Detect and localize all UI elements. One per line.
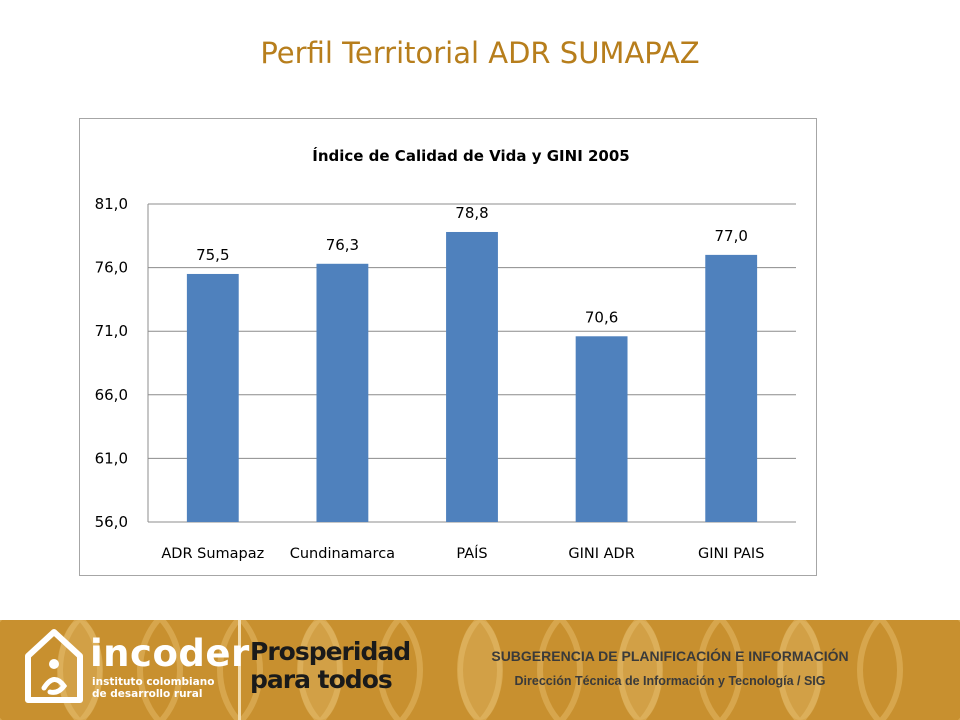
footer-divider (238, 620, 241, 720)
footer-subtitle-1: SUBGERENCIA DE PLANIFICACIÓN E INFORMACI… (491, 648, 849, 664)
data-label: 78,8 (455, 204, 488, 222)
y-tick-label: 66,0 (95, 386, 128, 404)
x-tick-label: ADR Sumapaz (161, 546, 264, 562)
footer-pattern (0, 620, 960, 720)
incoder-logo-subtitle: instituto colombiano de desarrollo rural (92, 676, 232, 700)
data-label: 70,6 (585, 308, 618, 326)
data-label: 77,0 (714, 227, 747, 245)
bar (446, 231, 498, 522)
campaign-line-1: Prosperidad (250, 637, 411, 666)
x-tick-label: PAÍS (456, 545, 487, 562)
bar (186, 273, 239, 522)
incoder-logo-text: incoder (90, 632, 250, 675)
y-tick-label: 56,0 (95, 513, 128, 531)
y-tick-label: 71,0 (95, 322, 128, 340)
y-axis-ticks: 56,0 61,0 66,0 71,0 76,0 81,0 (95, 195, 128, 531)
footer-subtitle-2: Dirección Técnica de Información y Tecno… (514, 674, 826, 688)
bar (316, 263, 369, 522)
campaign-line-2: para todos (250, 665, 393, 694)
bar (705, 254, 758, 522)
data-label: 75,5 (196, 246, 229, 264)
x-tick-label: Cundinamarca (290, 546, 395, 562)
incoder-logo-icon (25, 629, 83, 703)
incoder-subtitle-line-1: instituto colombiano (92, 676, 215, 688)
data-labels: 75,5 76,3 78,8 70,6 77,0 (196, 204, 748, 326)
x-tick-label: GINI ADR (568, 546, 634, 562)
y-tick-label: 81,0 (95, 195, 128, 213)
slide-title: Perfil Territorial ADR SUMAPAZ (260, 36, 700, 70)
footer-band (0, 620, 960, 720)
bars (186, 231, 758, 522)
data-label: 76,3 (326, 236, 359, 254)
chart-title: Índice de Calidad de Vida y GINI 2005 (312, 146, 630, 165)
x-axis-ticks: ADR Sumapaz Cundinamarca PAÍS GINI ADR GINI … (161, 545, 764, 562)
y-tick-label: 76,0 (95, 259, 128, 277)
y-tick-label: 61,0 (95, 449, 128, 467)
bar (575, 336, 628, 522)
chart: Índice de Calidad de Vida y GINI 2005 56… (95, 146, 796, 562)
x-tick-label: GINI PAIS (698, 546, 764, 562)
incoder-subtitle-line-2: de desarrollo rural (92, 688, 203, 700)
prosperidad-para-todos-logo: Prosperidad para todos (250, 637, 411, 694)
